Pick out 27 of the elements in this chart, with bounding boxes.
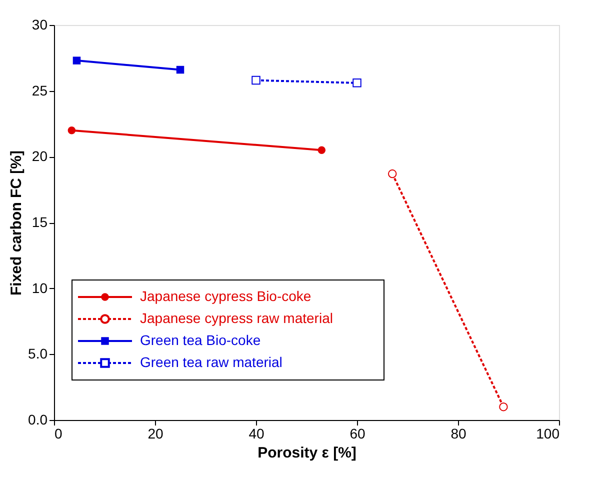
- point: [252, 76, 260, 85]
- legend-label: Japanese cypress raw material: [140, 310, 333, 326]
- point: [499, 402, 508, 412]
- point: [352, 78, 362, 88]
- legend-label: Japanese cypress Bio-coke: [140, 288, 312, 304]
- y-tick-label: 0.0: [28, 412, 48, 428]
- x-tick-label: 60: [350, 426, 366, 442]
- x-tick-label: 40: [248, 426, 264, 442]
- y-tick-label: 20: [32, 148, 48, 164]
- x-tick-label: 80: [450, 426, 466, 442]
- y-tick-label: 25: [32, 82, 48, 98]
- x-tick-label: 0: [54, 426, 62, 442]
- y-tick-label: 30: [32, 16, 48, 32]
- legend-label: Green tea raw material: [140, 354, 282, 370]
- y-tick-label: 5.0: [28, 346, 48, 362]
- legend-label: Green tea Bio-coke: [140, 332, 261, 348]
- y-axis-title: Fixed carbon FC [%]: [8, 150, 26, 296]
- point: [318, 146, 326, 154]
- y-tick-label: 10: [32, 280, 48, 296]
- x-axis-title: Porosity ε [%]: [258, 444, 356, 462]
- point: [72, 56, 81, 64]
- y-tick-label: 15: [32, 214, 48, 230]
- x-tick-label: 100: [536, 426, 560, 442]
- point: [176, 66, 184, 74]
- point: [388, 169, 397, 178]
- point: [68, 126, 76, 134]
- x-tick-label: 20: [148, 426, 164, 442]
